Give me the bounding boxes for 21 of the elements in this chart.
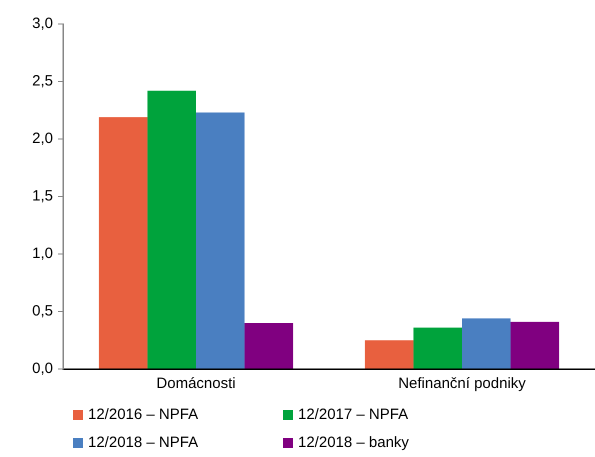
y-tick-label: 0,0 [32, 360, 53, 378]
y-tick-label: 2,0 [32, 130, 53, 148]
y-tick-label: 1,5 [32, 188, 53, 205]
x-tick-label: Nefinanční podniky [398, 375, 526, 392]
legend-label: 12/2017 – NPFA [298, 405, 408, 424]
x-tick-label: Domácnosti [156, 375, 236, 392]
bar [244, 323, 294, 368]
legend-label: 12/2016 – NPFA [88, 405, 198, 424]
bar [98, 117, 148, 368]
y-tick-label: 2,5 [32, 72, 53, 90]
y-tick-label: 0,5 [32, 302, 53, 320]
bar [413, 328, 462, 368]
y-tick-label: 3,0 [32, 15, 53, 32]
y-tick-label: 1,0 [32, 245, 53, 262]
bar [196, 112, 245, 368]
bar [147, 90, 196, 368]
bar [462, 318, 511, 368]
legend-label: 12/2018 – banky [298, 433, 409, 452]
legend-label: 12/2018 – NPFA [88, 433, 198, 452]
bar [510, 322, 560, 368]
bar [364, 340, 414, 368]
